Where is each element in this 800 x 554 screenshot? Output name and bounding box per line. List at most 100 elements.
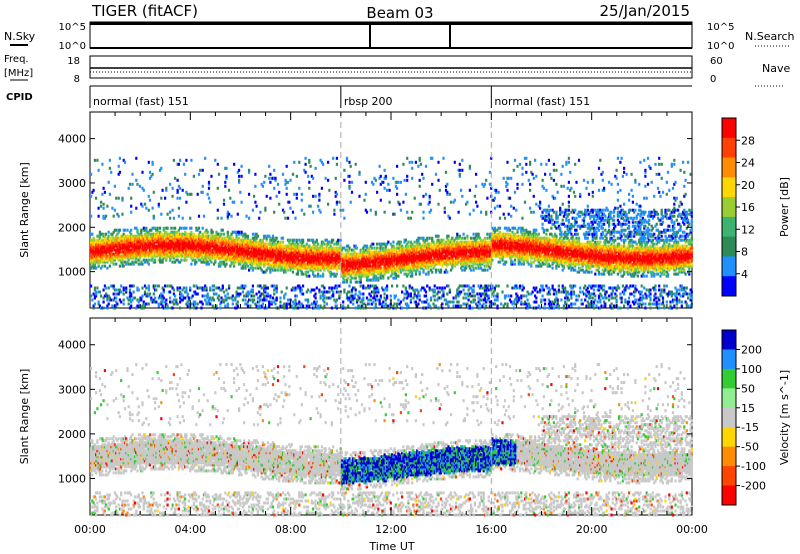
data-cell xyxy=(238,242,241,246)
data-cell xyxy=(377,288,380,292)
data-cell xyxy=(443,210,446,214)
data-cell xyxy=(367,248,370,252)
data-cell xyxy=(226,304,229,308)
data-cell xyxy=(280,290,283,294)
data-cell xyxy=(369,266,372,270)
data-cell xyxy=(160,212,163,216)
data-cell xyxy=(253,244,256,248)
data-cell xyxy=(175,232,178,236)
data-cell xyxy=(187,296,190,300)
data-cell xyxy=(204,246,207,250)
data-cell xyxy=(151,236,154,240)
data-cell xyxy=(439,246,443,250)
data-cell xyxy=(428,236,431,240)
data-cell xyxy=(147,252,150,256)
data-cell xyxy=(286,268,290,272)
data-cell xyxy=(364,274,367,278)
data-cell xyxy=(328,258,331,262)
data-cell xyxy=(253,262,256,266)
data-cell xyxy=(433,288,436,292)
data-cell xyxy=(419,258,422,262)
data-cell xyxy=(412,288,415,292)
data-cell xyxy=(434,304,438,308)
data-cell xyxy=(309,268,312,272)
data-cell xyxy=(268,250,271,254)
data-cell xyxy=(105,240,108,244)
data-cell xyxy=(284,250,287,254)
data-cell xyxy=(112,242,115,246)
data-cell xyxy=(156,236,159,240)
data-cell xyxy=(248,250,251,254)
data-cell xyxy=(338,296,341,300)
data-cell xyxy=(202,214,206,218)
data-cell xyxy=(376,294,379,298)
data-cell xyxy=(283,250,286,254)
data-cell xyxy=(334,194,337,198)
data-cell xyxy=(123,254,127,258)
data-cell xyxy=(241,266,244,270)
data-cell xyxy=(246,238,249,242)
data-cell xyxy=(353,244,356,248)
data-cell xyxy=(231,230,234,234)
data-cell xyxy=(337,248,340,252)
data-cell xyxy=(249,258,252,262)
data-cell xyxy=(285,262,288,266)
data-cell xyxy=(145,250,148,254)
data-cell xyxy=(189,252,192,256)
data-cell xyxy=(148,252,152,256)
data-cell xyxy=(93,264,96,268)
data-cell xyxy=(396,254,399,258)
data-cell xyxy=(269,258,272,262)
data-cell xyxy=(370,252,374,256)
data-cell xyxy=(383,264,386,268)
data-cell xyxy=(304,248,307,252)
data-cell xyxy=(397,270,400,274)
data-cell xyxy=(286,216,290,220)
data-cell xyxy=(148,240,152,244)
data-cell xyxy=(365,256,369,260)
data-cell xyxy=(226,242,229,246)
data-cell xyxy=(418,156,421,160)
data-cell xyxy=(264,284,267,288)
data-cell xyxy=(176,240,179,244)
data-cell xyxy=(335,242,338,246)
data-cell xyxy=(207,180,211,184)
data-cell xyxy=(270,302,273,306)
data-cell xyxy=(121,260,124,264)
data-cell xyxy=(240,254,243,258)
data-cell xyxy=(416,262,419,266)
data-cell xyxy=(367,266,370,270)
data-cell xyxy=(273,268,276,272)
data-cell xyxy=(422,248,425,252)
data-cell xyxy=(349,200,352,204)
data-cell xyxy=(121,258,124,262)
data-cell xyxy=(354,246,357,250)
data-cell xyxy=(332,272,335,276)
data-cell xyxy=(160,234,163,238)
data-cell xyxy=(152,242,155,246)
data-cell xyxy=(325,296,328,300)
data-cell xyxy=(290,256,293,260)
data-cell xyxy=(100,306,103,310)
data-cell xyxy=(265,236,268,240)
data-cell xyxy=(393,272,396,276)
data-cell xyxy=(194,238,197,242)
data-cell xyxy=(453,258,456,262)
data-cell xyxy=(177,244,180,248)
data-cell xyxy=(206,254,209,258)
data-cell xyxy=(146,238,149,242)
data-cell xyxy=(235,236,238,240)
data-cell xyxy=(160,240,163,244)
data-cell xyxy=(389,294,392,298)
data-cell xyxy=(217,246,221,250)
data-cell xyxy=(151,238,154,242)
data-cell xyxy=(324,176,327,180)
data-cell xyxy=(112,306,115,310)
data-cell xyxy=(191,258,194,262)
data-cell xyxy=(313,262,316,266)
data-cell xyxy=(182,232,185,236)
data-cell xyxy=(345,158,349,162)
data-cell xyxy=(325,260,328,264)
data-cell xyxy=(412,258,415,262)
data-cell xyxy=(357,256,360,260)
